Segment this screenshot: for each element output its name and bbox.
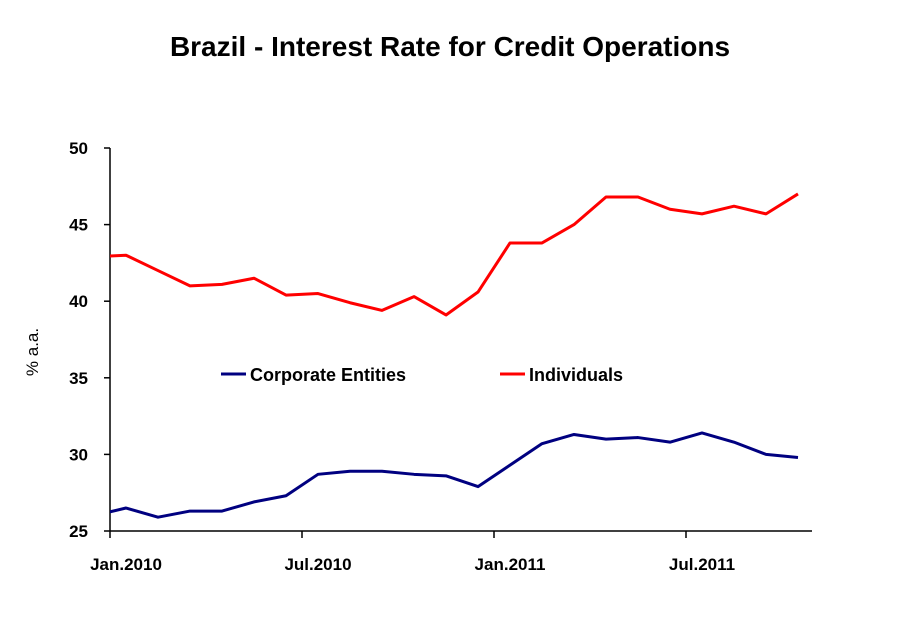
x-tick-label: Jul.2010 xyxy=(284,555,351,574)
y-tick-label: 45 xyxy=(69,216,88,235)
y-tick-label: 40 xyxy=(69,292,88,311)
chart-title: Brazil - Interest Rate for Credit Operat… xyxy=(170,31,730,62)
legend-label-individuals: Individuals xyxy=(529,365,623,385)
series-lines xyxy=(94,194,798,517)
y-tick-label: 35 xyxy=(69,369,88,388)
series-line-individuals xyxy=(94,194,798,315)
x-tick-label: Jan.2010 xyxy=(90,555,162,574)
legend: Corporate Entities Individuals xyxy=(221,365,623,385)
axes: 25 30 35 40 45 50 Jan.2010 Jul.2010 Jan.2011 Jul.… xyxy=(69,139,812,574)
x-tick-label: Jan.2011 xyxy=(475,555,546,574)
x-tick-label: Jul.2011 xyxy=(669,555,735,574)
y-axis-label: % a.a. xyxy=(23,328,42,376)
y-tick-label: 50 xyxy=(69,139,88,158)
legend-label-corporate: Corporate Entities xyxy=(250,365,406,385)
series-line-corporate xyxy=(94,433,798,517)
y-tick-label: 25 xyxy=(69,522,88,541)
y-tick-label: 30 xyxy=(69,445,88,464)
